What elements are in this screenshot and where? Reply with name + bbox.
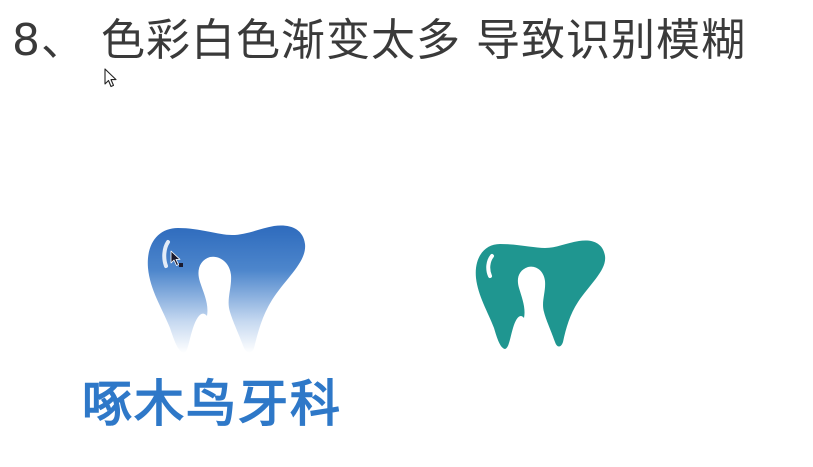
tooth-woodpecker-gradient-icon (147, 225, 306, 353)
tooth-woodpecker-solid-icon (475, 240, 606, 349)
cursor-arrow-icon (170, 250, 183, 267)
brand-name: 啄木鸟牙科 (82, 375, 342, 433)
slide-title: 8、 色彩白色渐变太多 导致识别模糊 (12, 15, 746, 66)
mouse-pointer-icon (104, 68, 117, 88)
